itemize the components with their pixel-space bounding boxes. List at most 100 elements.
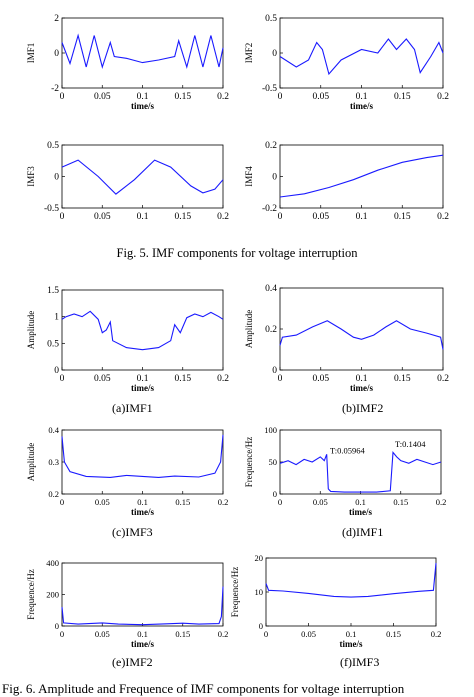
chart-6-y-axis-label: Amplitude <box>244 310 254 349</box>
chart-2-x-axis-label: time/s <box>350 101 373 111</box>
chart-3-x-tick-label: 0.1 <box>137 212 149 222</box>
sub-caption-a: (a)IMF1 <box>112 401 153 415</box>
chart-3-y-tick-label: 0.5 <box>47 141 59 151</box>
chart-1-x-tick-label: 0.15 <box>174 92 191 102</box>
chart-8-y-tick-label: 100 <box>264 425 277 435</box>
chart-8-y-tick-label: 50 <box>269 457 278 467</box>
chart-10-x-tick-label: 0.1 <box>346 629 357 639</box>
chart-6-y-tick-label: 0.4 <box>265 284 277 294</box>
chart-5-y-tick-label: 1.5 <box>47 286 59 296</box>
chart-8-annotation-2: T:0.1404 <box>395 439 426 449</box>
chart-10-y-tick-label: 0 <box>259 621 263 631</box>
chart-3-x-tick-label: 0 <box>60 212 65 222</box>
chart-8-x-tick-label: 0 <box>278 497 282 507</box>
chart-4-x-tick-label: 0.05 <box>312 212 329 222</box>
chart-2-y-tick-label: 0 <box>272 49 277 59</box>
sub-caption-c: (c)IMF3 <box>112 525 153 539</box>
chart-8-x-axis-label: time/s <box>349 507 372 517</box>
chart-5-x-axis-label: time/s <box>131 383 154 393</box>
chart-3-series-line-1 <box>61 159 224 195</box>
chart-7-x-tick-label: 0.05 <box>95 497 110 507</box>
chart-4-x-tick-label: 0.2 <box>437 212 449 222</box>
chart-9-series-line-1 <box>61 586 224 626</box>
fig6-caption: Fig. 6. Amplitude and Frequence of IMF c… <box>2 681 405 696</box>
chart-2-x-tick-label: 0.15 <box>394 92 411 102</box>
sub-caption-b: (b)IMF2 <box>342 401 384 415</box>
chart-5-x-tick-label: 0 <box>60 374 65 384</box>
chart-8-x-tick-label: 0.05 <box>313 497 328 507</box>
chart-5-y-tick-label: 0 <box>54 366 59 376</box>
chart-4-x-tick-label: 0.1 <box>356 212 368 222</box>
chart-5-y-tick-label: 1 <box>54 313 59 323</box>
chart-6-x-tick-label: 0.05 <box>312 374 329 384</box>
chart-10-y-tick-label: 10 <box>255 587 264 597</box>
chart-9-x-tick-label: 0.1 <box>137 629 148 639</box>
chart-1-x-tick-label: 0.2 <box>217 92 229 102</box>
chart-10-y-axis-label: Frequence/Hz <box>230 567 240 617</box>
chart-4-y-tick-label: 0.2 <box>265 141 277 151</box>
chart-1-y-axis-label: IMF1 <box>26 43 36 64</box>
chart-6-plot-frame <box>279 287 444 371</box>
chart-10-x-axis-label: time/s <box>340 639 363 649</box>
chart-1-y-tick-label: 0 <box>54 49 59 59</box>
chart-6-x-tick-label: 0.1 <box>356 374 368 384</box>
chart-7-x-tick-label: 0 <box>60 497 64 507</box>
sub-caption-d: (d)IMF1 <box>342 525 384 539</box>
chart-1-y-tick-label: -2 <box>51 84 59 94</box>
chart-4-series-line-1 <box>279 154 444 198</box>
chart-2-y-tick-label: 0.5 <box>265 14 277 24</box>
chart-2-x-tick-label: 0.2 <box>437 92 449 102</box>
chart-10-x-tick-label: 0.15 <box>386 629 401 639</box>
chart-6-y-tick-label: 0.2 <box>265 325 277 335</box>
chart-7-x-tick-label: 0.2 <box>218 497 229 507</box>
chart-5-y-axis-label: Amplitude <box>26 311 36 350</box>
chart-4-x-tick-label: 0.15 <box>394 212 411 222</box>
chart-7-plot-frame <box>61 429 224 495</box>
chart-6-y-tick-label: 0 <box>272 366 277 376</box>
chart-8-series-line-1 <box>279 450 442 493</box>
chart-6-x-tick-label: 0.2 <box>437 374 449 384</box>
chart-9-x-tick-label: 0.2 <box>218 629 229 639</box>
chart-3-y-tick-label: -0.5 <box>44 204 59 214</box>
chart-7-series-line-1 <box>61 434 224 478</box>
chart-5-series-line-1 <box>61 310 224 351</box>
chart-2-x-tick-label: 0.1 <box>356 92 368 102</box>
chart-3-x-tick-label: 0.15 <box>174 212 191 222</box>
chart-6-x-tick-label: 0.15 <box>394 374 411 384</box>
sub-caption-f: (f)IMF3 <box>340 655 380 669</box>
chart-4-y-tick-label: 0 <box>272 173 277 183</box>
chart-7-y-axis-label: Amplitude <box>26 443 36 482</box>
chart-7-x-axis-label: time/s <box>131 507 154 517</box>
chart-6-series-line-1 <box>279 320 444 350</box>
chart-2-series-line-1 <box>279 38 444 76</box>
chart-1-x-tick-label: 0 <box>60 92 65 102</box>
chart-10-y-tick-label: 20 <box>255 553 264 563</box>
chart-2-plot-frame <box>279 17 444 89</box>
chart-7-y-tick-label: 0.2 <box>48 489 59 499</box>
chart-2-x-tick-label: 0.05 <box>312 92 329 102</box>
fig5-caption: Fig. 5. IMF components for voltage inter… <box>116 246 358 260</box>
chart-10-x-tick-label: 0 <box>264 629 268 639</box>
chart-6-x-tick-label: 0 <box>278 374 283 384</box>
chart-3-y-tick-label: 0 <box>54 173 59 183</box>
chart-5-plot-frame <box>61 289 224 371</box>
chart-4-y-tick-label: -0.2 <box>262 204 277 214</box>
chart-9-y-axis-label: Frequence/Hz <box>26 569 36 619</box>
chart-2-y-tick-label: -0.5 <box>262 84 277 94</box>
chart-9-y-tick-label: 200 <box>46 590 59 600</box>
chart-10-x-tick-label: 0.2 <box>431 629 442 639</box>
chart-1-x-tick-label: 0.05 <box>94 92 111 102</box>
chart-6-x-axis-label: time/s <box>350 383 373 393</box>
chart-5-x-tick-label: 0.1 <box>137 374 149 384</box>
chart-1-x-tick-label: 0.1 <box>137 92 149 102</box>
sub-caption-e: (e)IMF2 <box>112 655 153 669</box>
chart-3-x-tick-label: 0.05 <box>94 212 111 222</box>
chart-4-y-axis-label: IMF4 <box>244 166 254 187</box>
chart-9-x-tick-label: 0.05 <box>95 629 110 639</box>
chart-2-x-tick-label: 0 <box>278 92 283 102</box>
chart-5-x-tick-label: 0.15 <box>174 374 191 384</box>
chart-9-plot-frame <box>61 562 224 627</box>
chart-10-x-tick-label: 0.05 <box>301 629 316 639</box>
chart-9-y-tick-label: 400 <box>46 558 59 568</box>
